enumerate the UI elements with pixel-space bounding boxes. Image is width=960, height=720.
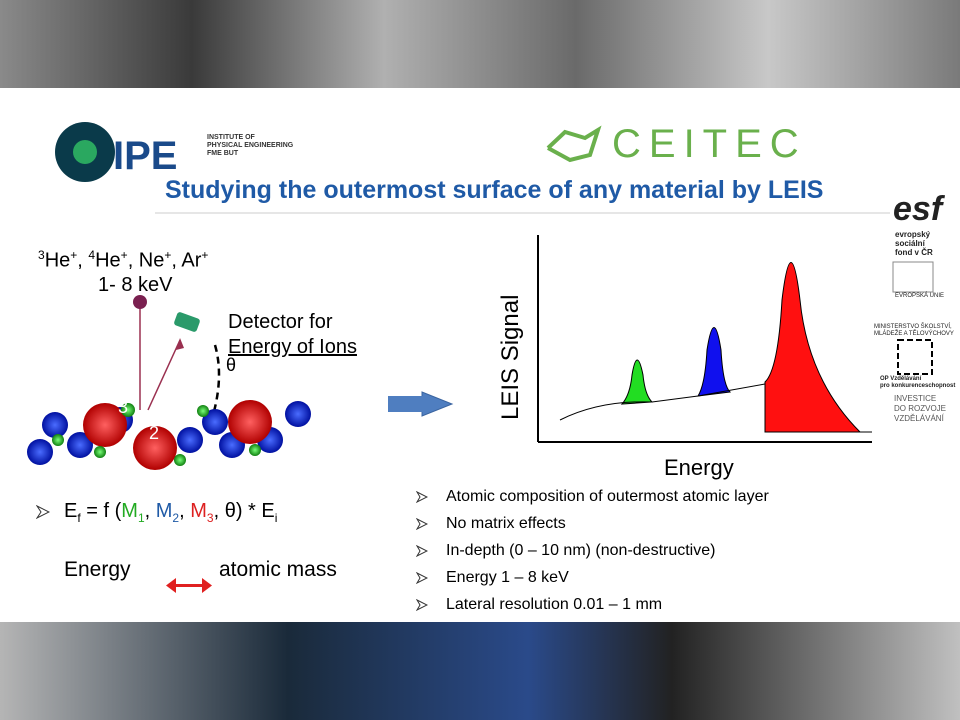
bullet-icon [36, 505, 50, 519]
t: DO ROZVOJE [894, 404, 947, 413]
arrow-head-right [202, 578, 212, 593]
atom-label: 3 [118, 397, 129, 417]
ceitec-logo: CEITEC [612, 122, 807, 166]
t: evropský [895, 230, 931, 239]
ion [133, 295, 147, 309]
arrow-head-left [166, 578, 176, 593]
detector [174, 312, 200, 332]
t: fond v ČR [895, 248, 933, 257]
bullet-icon [416, 545, 428, 557]
msmt-caption: MINISTERSTVO ŠKOLSTVÍ, MLÁDEŽE A TĚLOVÝCH… [874, 324, 954, 338]
t: + [164, 248, 172, 262]
t: Detector for [228, 311, 333, 333]
t: He [44, 249, 71, 272]
peak-red [764, 262, 862, 433]
t: i [274, 511, 278, 525]
t: , Ar [171, 249, 202, 272]
t: , [179, 500, 191, 522]
atoms [27, 400, 311, 470]
esf-logo: esf [893, 190, 943, 228]
t: MINISTERSTVO ŠKOLSTVÍ, [874, 324, 952, 330]
t: 4 [88, 248, 96, 262]
t: VZDĚLÁVÁNÍ [894, 414, 944, 423]
detector-label: Detector for Energy of Ions [228, 310, 357, 360]
slide-title: Studying the outermost surface of any ma… [165, 176, 824, 204]
t: + [120, 248, 128, 262]
t: 2 [172, 511, 180, 525]
formula: Ef = f (M1, M2, M3, θ) * Ei [64, 500, 277, 525]
t: He [95, 249, 121, 272]
t: , θ) * E [213, 500, 275, 522]
t: sociální [895, 239, 925, 248]
t: f ( [103, 500, 122, 522]
background-curve [559, 383, 872, 433]
ion-list: 3He+, 4He+, Ne+, Ar+ [38, 248, 208, 273]
y-axis-label: LEIS Signal [497, 294, 524, 420]
bullet-text: Energy 1 – 8 keV [446, 569, 569, 586]
t: 3 [38, 248, 45, 262]
eu-flag [892, 261, 934, 293]
t: OP Vzdělávání [880, 376, 922, 382]
t: Energy of Ions [228, 336, 357, 358]
op-logo [897, 339, 933, 375]
caption-line: FME BUT [207, 150, 239, 157]
angle-label: θ [226, 355, 237, 375]
t: , Ne [127, 249, 165, 272]
ipe-emblem-core [73, 140, 97, 164]
ion-energy: 1- 8 keV [98, 274, 173, 296]
ipe-logo: IPE [113, 134, 178, 178]
bullet-text: In-depth (0 – 10 nm) (non-destructive) [446, 542, 716, 559]
photo-strip-bottom [0, 622, 960, 720]
bullet-icon [416, 572, 428, 584]
esf-caption: evropský sociální fond v ČR [895, 230, 933, 257]
t: INVESTICE [894, 394, 937, 403]
t: E [64, 500, 78, 522]
atom-label: 2 [149, 423, 160, 443]
t: M [121, 500, 138, 522]
caption-line: INSTITUTE OF [207, 134, 255, 141]
t: = [80, 500, 104, 522]
t: MLÁDEŽE A TĚLOVÝCHOVY [874, 331, 954, 337]
t: + [70, 248, 78, 262]
caption-line: PHYSICAL ENGINEERING [207, 142, 294, 149]
peak-blue [697, 327, 732, 397]
investice-caption: INVESTICE DO ROZVOJE VZDĚLÁVÁNÍ [894, 394, 946, 424]
photo-strip-top [0, 0, 960, 88]
bullet-text: Lateral resolution 0.01 – 1 mm [446, 596, 663, 613]
x-axis-label: Energy [664, 455, 734, 480]
ceitec-emblem [546, 125, 602, 163]
ipe-caption: INSTITUTE OF PHYSICAL ENGINEERING FME BU… [207, 134, 293, 158]
t: f [77, 511, 81, 525]
process-arrow-body [388, 396, 424, 412]
t: M [190, 500, 207, 522]
eu-caption: EVROPSKÁ UNIE [895, 293, 945, 299]
bullet-icon [416, 491, 428, 503]
bullet-text: Atomic composition of outermost atomic l… [446, 488, 769, 505]
t: pro konkurenceschopnost [880, 383, 956, 389]
double-arrow [172, 584, 206, 587]
op-caption: OP Vzdělávání pro konkurenceschopnost [880, 376, 955, 390]
relation-left: Energy [64, 558, 131, 581]
t: M [155, 500, 173, 522]
relation-right: atomic mass [219, 558, 337, 581]
scattered-ion-path [147, 339, 181, 411]
t: 1 [137, 511, 145, 525]
bullet-icon [416, 599, 428, 611]
t: 3 [206, 511, 214, 525]
arrow-head [176, 338, 184, 350]
t: , [77, 249, 89, 272]
bullet-icon [416, 518, 428, 530]
t: + [201, 248, 209, 262]
peak-green [620, 359, 654, 405]
t: , [144, 500, 156, 522]
bullet-text: No matrix effects [446, 515, 566, 532]
